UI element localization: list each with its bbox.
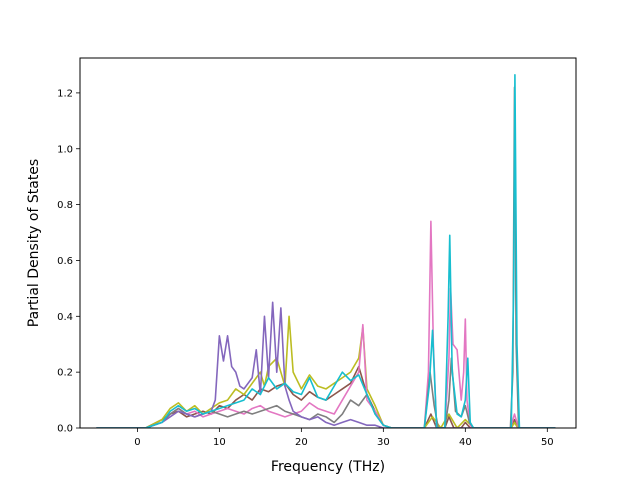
x-tick-label: 10 [213, 437, 226, 448]
series-line-3 [96, 220, 556, 428]
series-line-5 [96, 301, 556, 428]
y-axis: 0.0 0.2 0.4 0.6 0.8 1.0 1.2 [57, 88, 80, 435]
series-line-2 [96, 315, 556, 428]
series-line-6 [96, 73, 556, 428]
y-tick-label: 0.4 [57, 312, 73, 323]
x-axis-label: Frequency (THz) [271, 459, 385, 475]
x-tick-label: 40 [459, 437, 472, 448]
x-tick-label: 20 [295, 437, 308, 448]
x-axis: 0 10 20 30 40 50 [134, 428, 554, 448]
y-tick-label: 1.0 [57, 144, 73, 155]
series-line-4 [96, 86, 556, 428]
series-layer [96, 73, 556, 428]
y-axis-label: Partial Density of States [26, 159, 42, 327]
x-tick-label: 30 [377, 437, 390, 448]
y-tick-label: 0.2 [57, 368, 73, 379]
x-tick-label: 50 [541, 437, 554, 448]
y-tick-label: 1.2 [57, 88, 73, 99]
y-tick-label: 0.6 [57, 256, 73, 267]
y-tick-label: 0.8 [57, 200, 73, 211]
x-tick-label: 0 [134, 437, 140, 448]
y-tick-label: 0.0 [57, 424, 73, 435]
plot-frame [79, 57, 577, 429]
